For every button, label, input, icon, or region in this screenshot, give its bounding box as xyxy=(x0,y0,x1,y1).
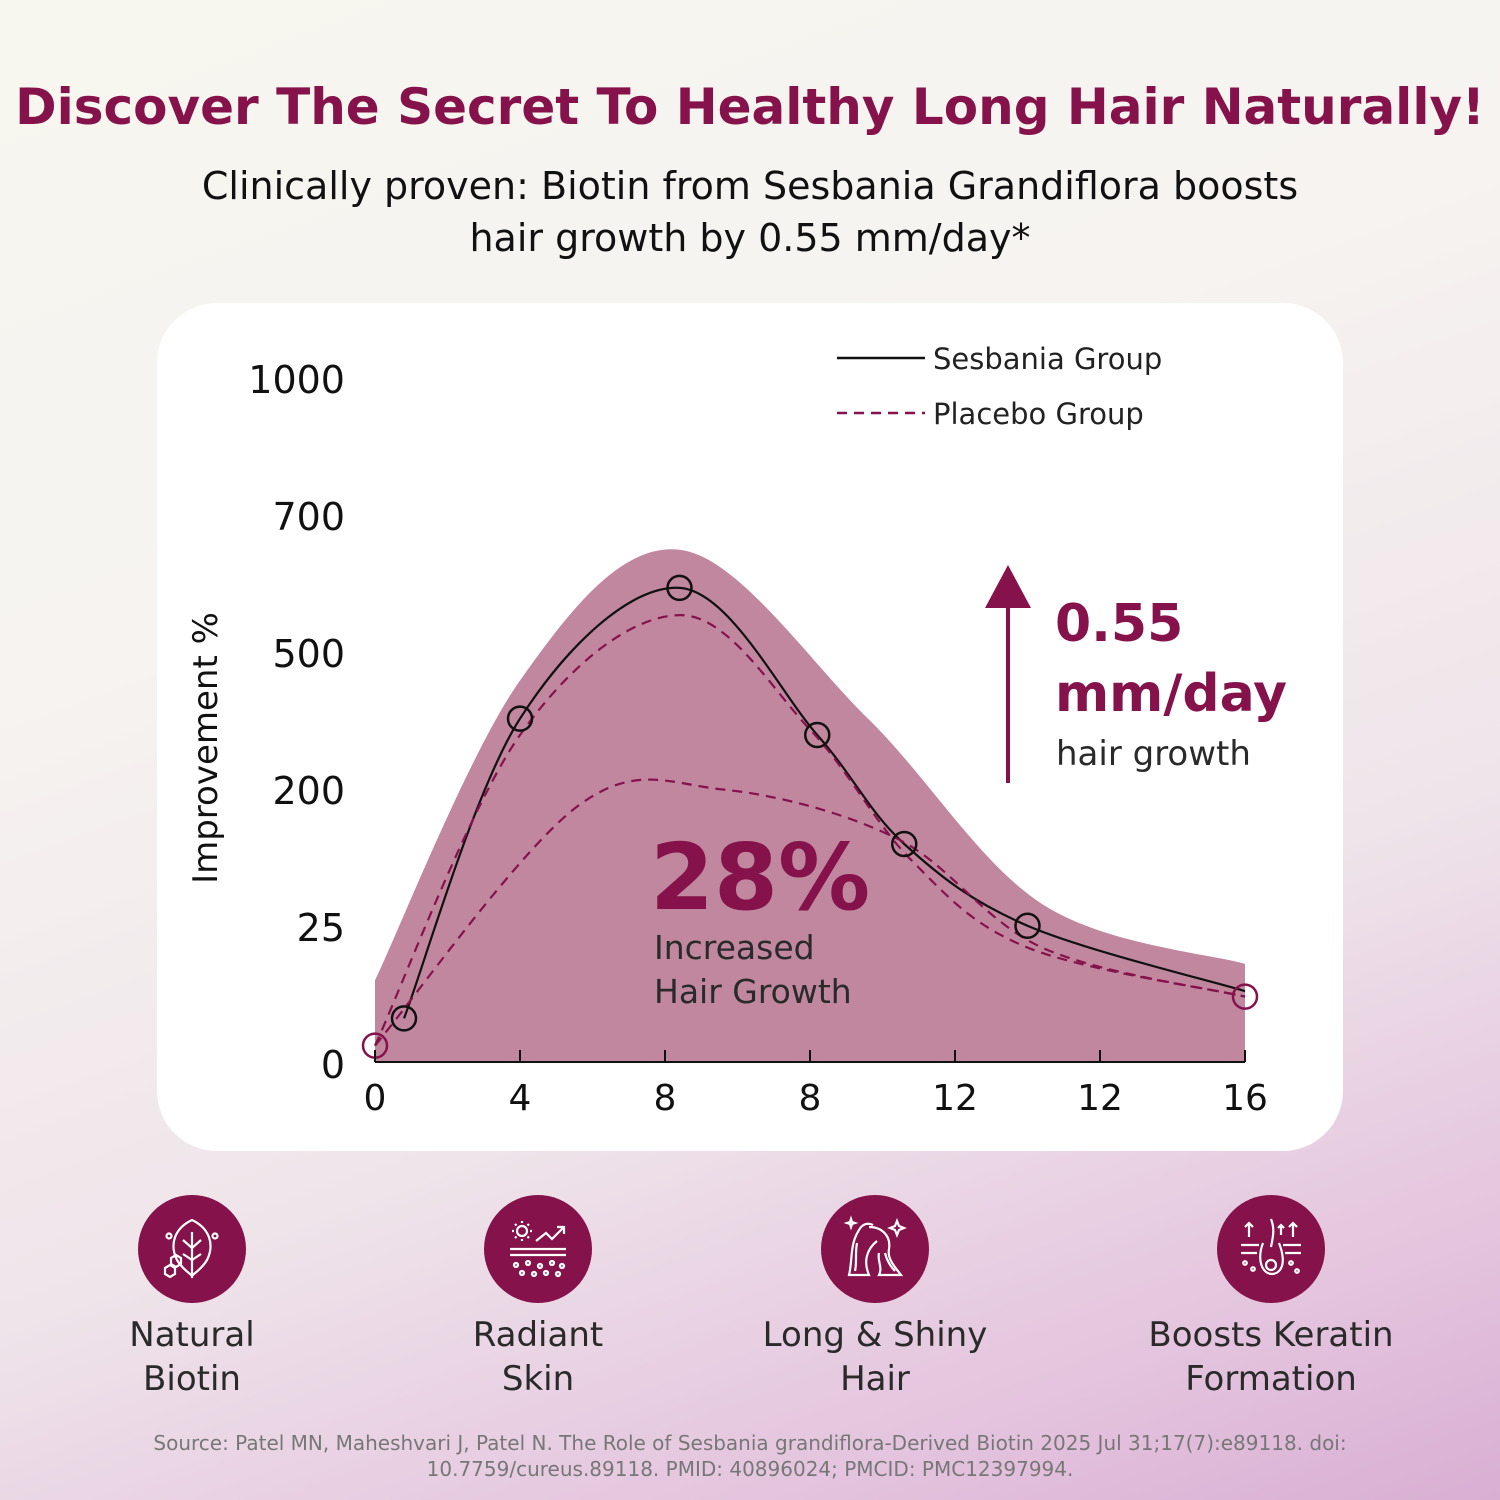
x-tick-label: 16 xyxy=(1222,1078,1268,1119)
sesbania-data-point xyxy=(804,721,831,749)
source-citation: Source: Patel MN, Maheshvari J, Patel N.… xyxy=(153,1431,1347,1481)
y-axis-label: Improvement % xyxy=(186,612,226,884)
hair-follicle-icon xyxy=(1217,1195,1325,1303)
growth-arrow-head xyxy=(985,565,1031,608)
feature-label: Radiant Skin xyxy=(472,1315,604,1399)
center-text-line: Hair Growth xyxy=(654,972,852,1011)
side-text: hair growth xyxy=(1056,734,1251,774)
x-tick-label: 4 xyxy=(509,1078,532,1119)
series-line-1 xyxy=(374,613,1246,1047)
series-line-2 xyxy=(374,778,1246,1047)
sesbania-data-point xyxy=(506,705,534,732)
sesbania-data-point xyxy=(390,1005,418,1032)
feature-boosts-keratin: Boosts Keratin Formation xyxy=(1121,1195,1421,1401)
feature-label: Long & Shiny Hair xyxy=(762,1315,988,1399)
feature-label: Natural Biotin xyxy=(129,1315,255,1399)
feature-long-shiny-hair: Long & Shiny Hair xyxy=(725,1195,1025,1401)
center-value: 28% xyxy=(650,824,870,931)
side-value-line: 0.55 xyxy=(1055,594,1183,654)
x-tick-label: 12 xyxy=(1077,1078,1123,1119)
x-tick-label: 12 xyxy=(932,1078,978,1119)
sesbania-data-point xyxy=(1014,912,1041,939)
placebo-data-point xyxy=(1231,983,1259,1010)
center-text-line: Increased xyxy=(654,928,815,967)
flowing-hair-icon xyxy=(821,1195,929,1303)
x-tick-label: 8 xyxy=(799,1078,822,1119)
sesbania-data-point xyxy=(891,830,918,858)
feature-radiant-skin: Radiant Skin xyxy=(388,1195,688,1401)
x-tick-label: 8 xyxy=(654,1078,677,1119)
chart-area-envelope xyxy=(375,549,1245,1062)
y-tick-label: 0 xyxy=(321,1043,345,1087)
y-tick-label: 1000 xyxy=(248,358,345,402)
legend-label-placebo: Placebo Group xyxy=(933,397,1144,431)
y-tick-label: 25 xyxy=(297,906,345,950)
feature-natural-biotin: Natural Biotin xyxy=(42,1195,342,1401)
page-subtitle: Clinically proven: Biotin from Sesbania … xyxy=(201,164,1299,260)
y-tick-label: 500 xyxy=(272,632,345,676)
legend-label-sesbania: Sesbania Group xyxy=(933,342,1162,376)
side-value-line: mm/day xyxy=(1055,664,1287,724)
y-tick-label: 700 xyxy=(272,495,345,539)
page-title: Discover The Secret To Healthy Long Hair… xyxy=(15,78,1485,136)
chart-card: 0 4 8 8 12 12 16 1000 700 500 200 25 0 Improvement % … xyxy=(157,303,1343,1151)
x-tick-label: 0 xyxy=(364,1078,387,1119)
series-line-0 xyxy=(402,586,1246,1019)
y-tick-label: 200 xyxy=(272,769,345,813)
leaf-molecule-icon xyxy=(138,1195,246,1303)
feature-label: Boosts Keratin Formation xyxy=(1148,1315,1394,1399)
sesbania-data-point xyxy=(666,574,693,602)
skin-layers-icon xyxy=(484,1195,592,1303)
